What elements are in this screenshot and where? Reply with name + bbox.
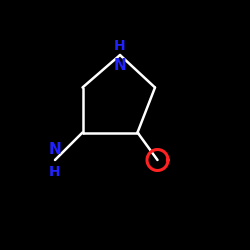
Text: H: H bbox=[49, 165, 61, 179]
Text: N: N bbox=[114, 58, 126, 72]
Text: N: N bbox=[48, 142, 62, 158]
Text: H: H bbox=[114, 38, 126, 52]
